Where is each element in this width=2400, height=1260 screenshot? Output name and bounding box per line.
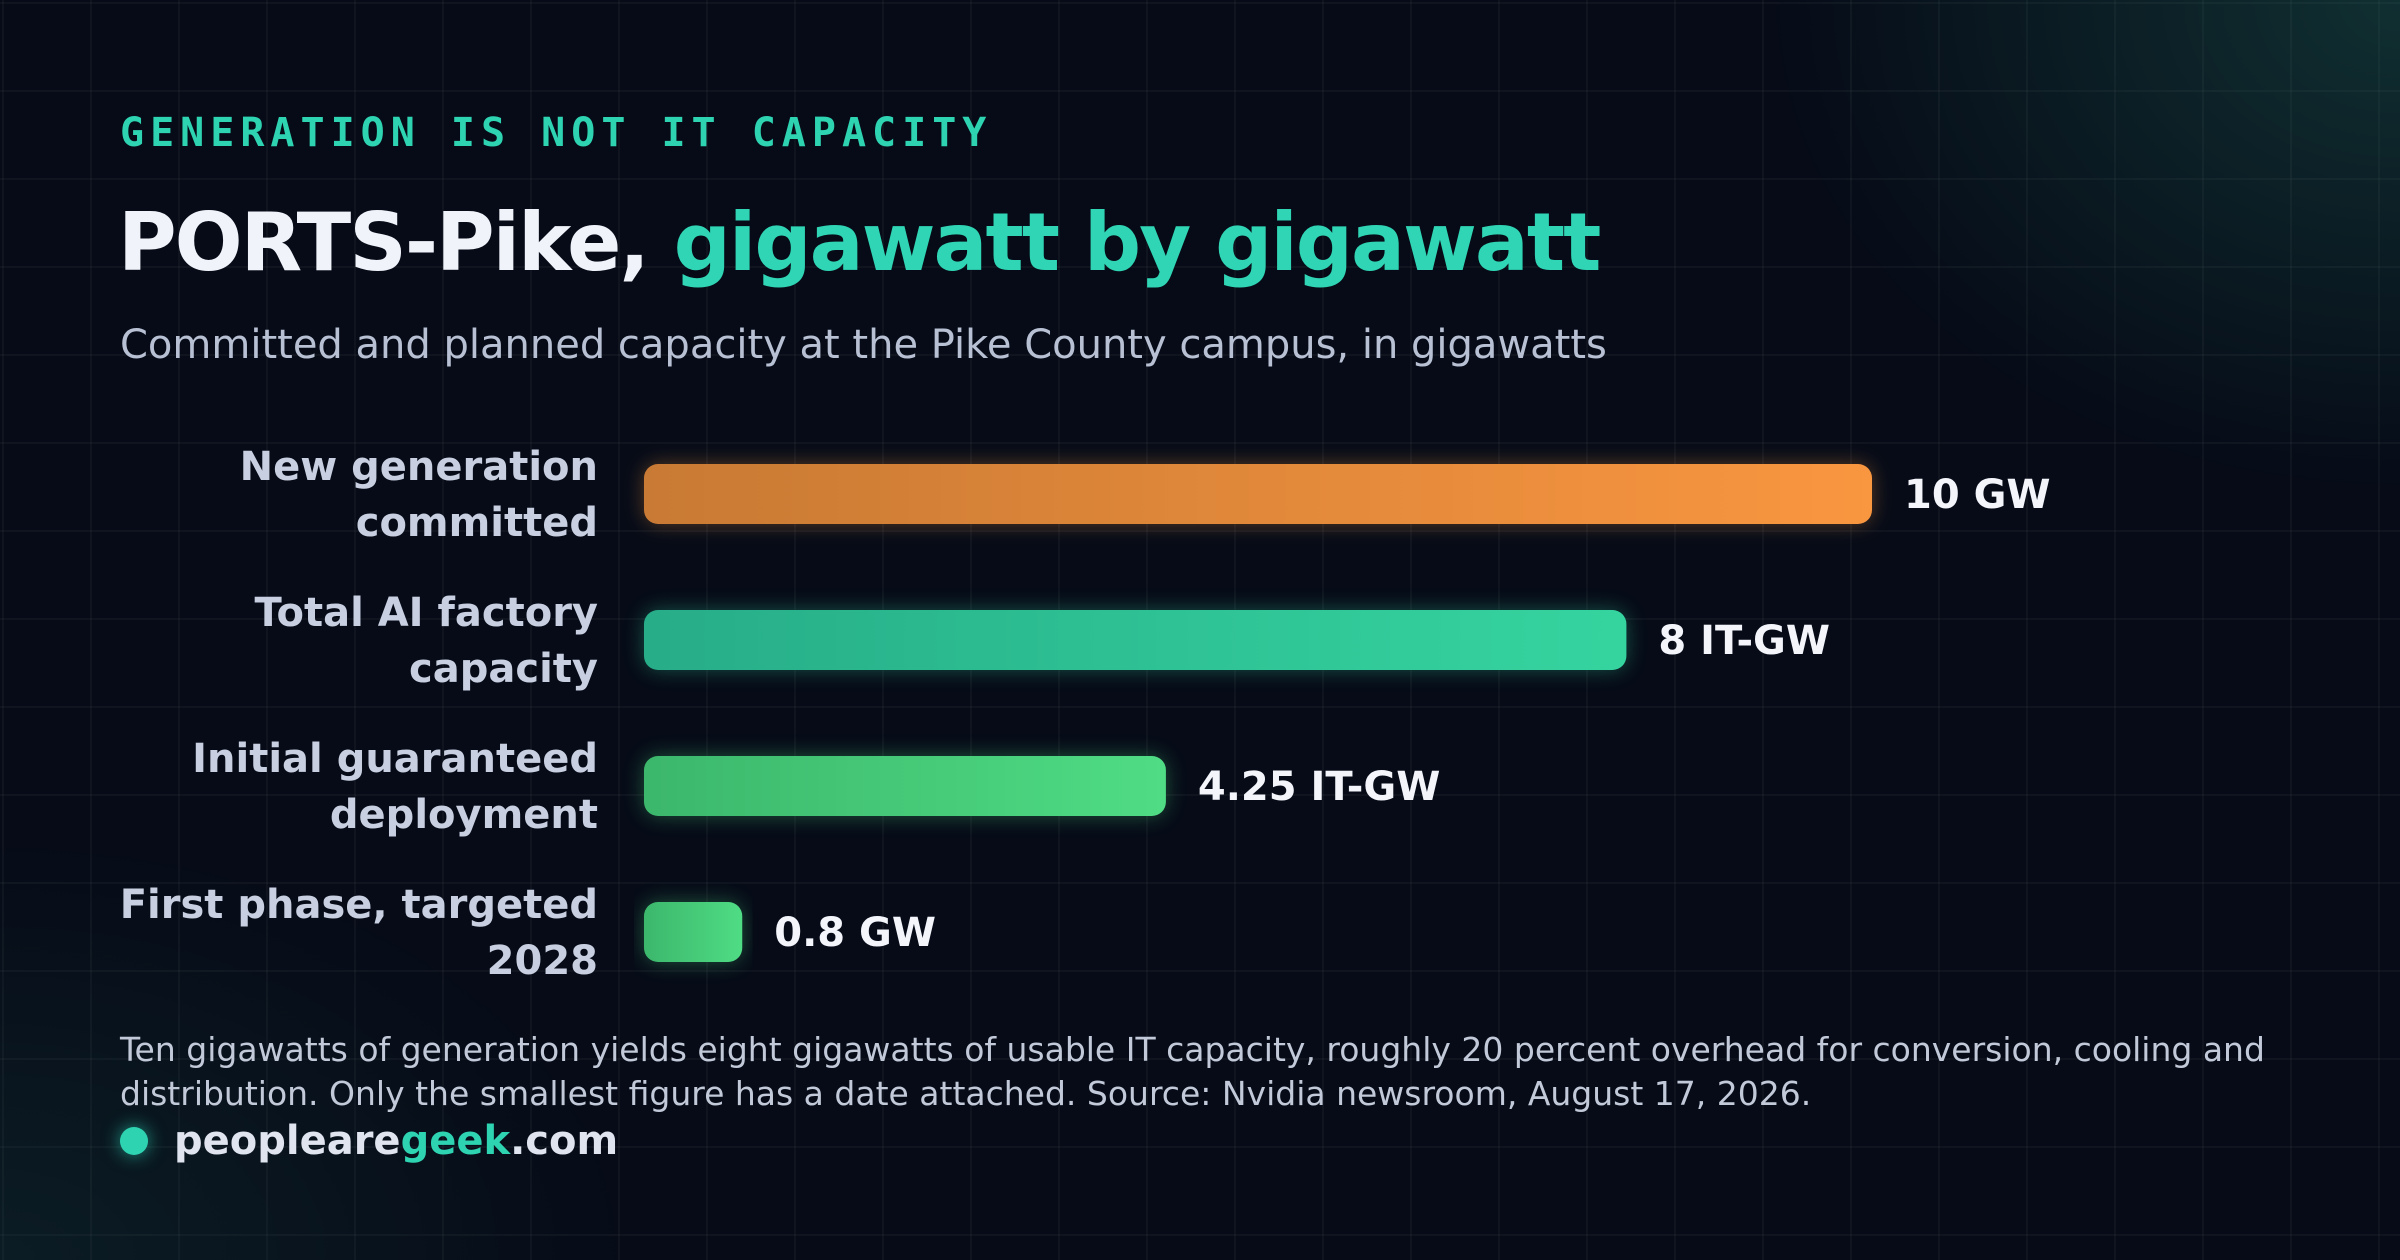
category-label-line: First phase, targeted <box>120 882 598 928</box>
category-label-line: deployment <box>330 792 598 838</box>
brand-dot-icon <box>120 1127 148 1155</box>
bar <box>644 902 743 962</box>
category-label-line: Total AI factory <box>255 590 598 636</box>
bar <box>644 464 1872 524</box>
bar <box>644 756 1166 816</box>
brand-name-accent: geek <box>400 1118 511 1164</box>
brand-name: peoplearegeek.com <box>174 1118 618 1164</box>
bar-value-label: 0.8 GW <box>774 910 936 956</box>
kicker: GENERATION IS NOT IT CAPACITY <box>120 110 993 156</box>
bar-value-label: 4.25 IT-GW <box>1198 764 1440 810</box>
page-title: PORTS-Pike, gigawatt by gigawatt <box>118 196 1602 289</box>
category-label: Initial guaranteed deployment <box>192 736 598 838</box>
chart-subtitle: Committed and planned capacity at the Pi… <box>120 322 1607 368</box>
brand: peoplearegeek.com <box>120 1118 618 1164</box>
bar-value-label: 8 IT-GW <box>1658 618 1830 664</box>
category-label: New generation committed <box>240 444 598 546</box>
title-primary: PORTS-Pike, <box>118 196 674 289</box>
category-label: First phase, targeted 2028 <box>120 882 598 984</box>
brand-name-part1: peopleare <box>174 1118 401 1164</box>
bar <box>644 610 1627 670</box>
footnote: Ten gigawatts of generation yields eight… <box>120 1030 2265 1113</box>
category-label-line: New generation <box>240 444 598 490</box>
category-label: Total AI factory capacity <box>255 590 598 692</box>
category-label-line: 2028 <box>487 938 598 984</box>
category-label-line: Initial guaranteed <box>192 736 598 782</box>
brand-name-part3: .com <box>510 1118 619 1164</box>
category-label-line: capacity <box>409 646 598 692</box>
bar-value-label: 10 GW <box>1904 472 2051 518</box>
category-label-line: committed <box>356 500 598 546</box>
title-accent: gigawatt by gigawatt <box>673 196 1602 289</box>
